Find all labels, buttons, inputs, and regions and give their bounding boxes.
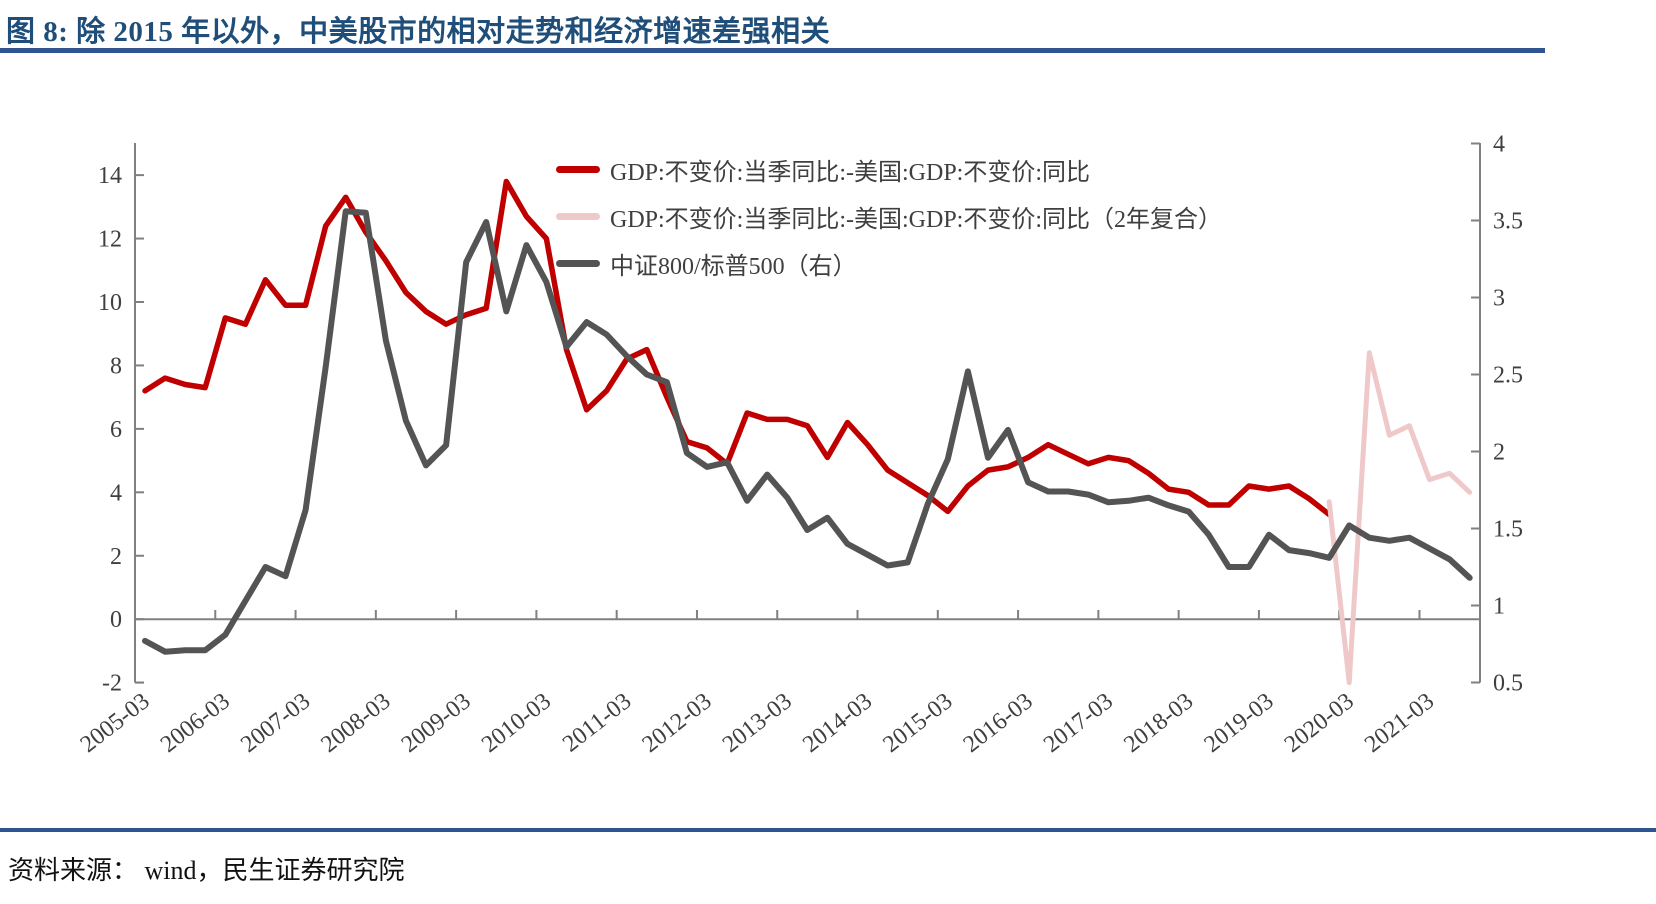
- axis-tick-label: 10: [98, 290, 122, 316]
- axis-tick-label: 1: [1493, 594, 1505, 620]
- axis-tick-label: 1.5: [1493, 517, 1523, 543]
- legend-item-gdp-diff: GDP:不变价:当季同比:-美国:GDP:不变价:同比: [556, 146, 1222, 193]
- legend-label: GDP:不变价:当季同比:-美国:GDP:不变价:同比: [610, 160, 1091, 186]
- axis-tick-label: 2009-03: [397, 688, 476, 758]
- axis-tick-label: 2005-03: [76, 688, 155, 758]
- axis-tick-label: 8: [110, 353, 122, 379]
- axis-tick-label: 2013-03: [718, 688, 797, 758]
- axis-tick-label: 2021-03: [1360, 688, 1439, 758]
- legend-line-swatch-red: [556, 166, 600, 173]
- legend-item-gdp-diff-2y: GDP:不变价:当季同比:-美国:GDP:不变价:同比（2年复合）: [556, 193, 1222, 240]
- axis-tick-label: 2017-03: [1039, 688, 1118, 758]
- figure-title: 图 8: 除 2015 年以外，中美股市的相对走势和经济增速差强相关: [6, 16, 831, 48]
- legend-line-swatch-pink: [556, 213, 600, 220]
- axis-tick-label: 2020-03: [1280, 688, 1359, 758]
- axis-tick-label: 2010-03: [477, 688, 556, 758]
- legend-item-csi800-spx: 中证800/标普500（右）: [556, 240, 1222, 287]
- axis-tick-label: 2.5: [1493, 363, 1523, 389]
- legend-label: 中证800/标普500（右）: [610, 254, 857, 280]
- chart-legend: GDP:不变价:当季同比:-美国:GDP:不变价:同比 GDP:不变价:当季同比…: [556, 146, 1222, 287]
- axis-tick-label: 6: [110, 417, 122, 443]
- series-line-2: [142, 208, 1473, 655]
- series-line-1: [1326, 350, 1473, 686]
- title-divider: [0, 48, 1545, 53]
- axis-tick-label: 2012-03: [638, 688, 717, 758]
- chart-area: -2 0 2 4 6 8 10 12 14 0.5 1 1.5 2 2.5 3 3.5 4 2005-03 2006…: [76, 132, 1523, 758]
- legend-line-swatch-gray: [556, 260, 600, 267]
- axis-tick-label: 2: [1493, 440, 1505, 466]
- legend-label: GDP:不变价:当季同比:-美国:GDP:不变价:同比（2年复合）: [610, 207, 1223, 233]
- axis-tick-label: 14: [98, 163, 122, 189]
- axis-tick-label: 2014-03: [798, 688, 877, 758]
- axis-tick-label: 2008-03: [316, 688, 395, 758]
- axis-tick-label: 0: [110, 607, 122, 633]
- axis-tick-label: 4: [1493, 132, 1505, 158]
- axis-tick-label: 2019-03: [1200, 688, 1279, 758]
- axis-tick-label: 4: [110, 480, 122, 506]
- axis-tick-label: 12: [98, 227, 122, 253]
- axis-tick-label: 2016-03: [959, 688, 1038, 758]
- axis-tick-label: 2: [110, 544, 122, 570]
- footer-divider: [0, 828, 1656, 832]
- axis-tick-label: 2011-03: [558, 688, 636, 757]
- axis-tick-label: 2015-03: [878, 688, 957, 758]
- series-line-0: [142, 178, 1332, 518]
- axis-tick-label: -2: [102, 671, 122, 697]
- source-note: 资料来源： wind，民生证券研究院: [8, 856, 405, 885]
- axis-tick-label: 3: [1493, 286, 1505, 312]
- axis-tick-label: 2018-03: [1119, 688, 1198, 758]
- axis-tick-label: 2006-03: [156, 688, 235, 758]
- axis-tick-label: 2007-03: [236, 688, 315, 758]
- axis-tick-label: 0.5: [1493, 671, 1523, 697]
- chart-plot: -2 0 2 4 6 8 10 12 14 0.5 1 1.5 2 2.5 3 3.5 4 2005-03 2006…: [76, 132, 1523, 758]
- axis-tick-label: 3.5: [1493, 209, 1523, 235]
